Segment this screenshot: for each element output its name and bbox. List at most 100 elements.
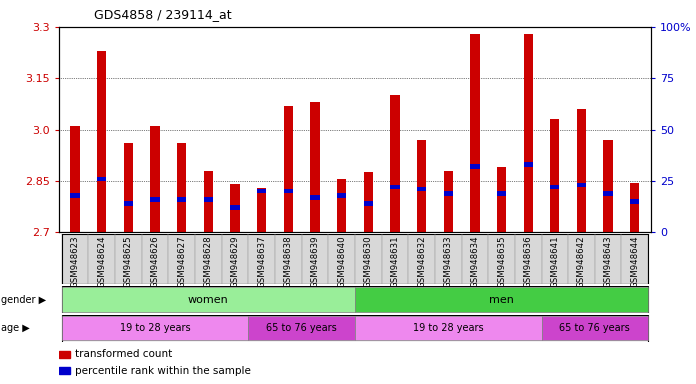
Bar: [142, 234, 168, 284]
Text: GSM948637: GSM948637: [258, 236, 266, 288]
Bar: [443, 191, 453, 195]
Bar: [310, 195, 319, 200]
Bar: [443, 171, 453, 232]
Bar: [177, 143, 187, 232]
Bar: [603, 140, 612, 232]
Bar: [497, 167, 506, 232]
Bar: [257, 188, 267, 232]
Text: GSM948623: GSM948623: [71, 236, 79, 288]
Bar: [284, 189, 293, 194]
Bar: [577, 109, 586, 232]
Bar: [390, 95, 400, 232]
Text: GSM948643: GSM948643: [603, 236, 612, 288]
Bar: [257, 189, 267, 194]
Text: GSM948631: GSM948631: [390, 236, 400, 288]
Bar: [603, 191, 612, 195]
Bar: [622, 234, 648, 284]
Text: GSM948644: GSM948644: [631, 236, 639, 288]
Text: transformed count: transformed count: [74, 349, 172, 359]
Bar: [284, 106, 293, 232]
Text: GSM948633: GSM948633: [444, 236, 452, 288]
Text: gender ▶: gender ▶: [1, 295, 47, 305]
Text: 19 to 28 years: 19 to 28 years: [413, 323, 484, 333]
Bar: [115, 234, 142, 284]
Text: GSM948642: GSM948642: [577, 236, 586, 288]
Bar: [124, 143, 133, 232]
Bar: [62, 234, 88, 284]
Bar: [204, 171, 213, 232]
Bar: [355, 316, 541, 341]
Bar: [70, 193, 80, 198]
Bar: [337, 179, 347, 232]
Bar: [550, 119, 560, 232]
Bar: [124, 201, 133, 206]
Text: GSM948639: GSM948639: [310, 236, 319, 288]
Bar: [417, 187, 426, 192]
Bar: [222, 234, 248, 284]
Text: men: men: [489, 295, 514, 305]
Bar: [630, 183, 640, 232]
Bar: [470, 34, 480, 232]
Text: GSM948627: GSM948627: [177, 236, 187, 288]
Text: GSM948638: GSM948638: [284, 236, 293, 288]
Bar: [248, 234, 275, 284]
Bar: [150, 126, 160, 232]
Bar: [568, 234, 595, 284]
Bar: [363, 172, 373, 232]
Bar: [515, 234, 541, 284]
Bar: [470, 164, 480, 169]
Bar: [355, 234, 381, 284]
Bar: [523, 162, 533, 167]
Bar: [381, 234, 409, 284]
Text: GSM948629: GSM948629: [230, 236, 239, 288]
Text: GSM948635: GSM948635: [497, 236, 506, 288]
Bar: [461, 234, 488, 284]
Bar: [88, 234, 115, 284]
Bar: [523, 34, 533, 232]
Bar: [301, 234, 329, 284]
Bar: [497, 191, 506, 195]
Bar: [577, 183, 586, 187]
Bar: [150, 197, 160, 202]
Bar: [390, 185, 400, 189]
Text: women: women: [188, 295, 229, 305]
Bar: [355, 287, 648, 312]
Text: GSM948641: GSM948641: [551, 236, 560, 288]
Bar: [409, 234, 435, 284]
Bar: [177, 197, 187, 202]
Bar: [337, 193, 347, 198]
Bar: [630, 199, 640, 204]
Bar: [550, 185, 560, 189]
Bar: [488, 234, 515, 284]
Text: GSM948624: GSM948624: [97, 236, 106, 288]
Text: 19 to 28 years: 19 to 28 years: [120, 323, 191, 333]
Text: GSM948640: GSM948640: [337, 236, 346, 288]
Text: 65 to 76 years: 65 to 76 years: [560, 323, 630, 333]
Text: 65 to 76 years: 65 to 76 years: [267, 323, 337, 333]
Bar: [541, 234, 568, 284]
Text: GSM948626: GSM948626: [150, 236, 159, 288]
Bar: [62, 287, 355, 312]
Bar: [363, 201, 373, 206]
Bar: [168, 234, 195, 284]
Bar: [97, 51, 106, 232]
Bar: [310, 102, 319, 232]
Bar: [417, 140, 426, 232]
Bar: [59, 351, 70, 358]
Bar: [97, 177, 106, 181]
Bar: [204, 197, 213, 202]
Text: GSM948625: GSM948625: [124, 236, 133, 288]
Bar: [435, 234, 461, 284]
Text: GSM948628: GSM948628: [204, 236, 213, 288]
Text: GSM948636: GSM948636: [523, 236, 532, 288]
Bar: [195, 234, 222, 284]
Bar: [59, 367, 70, 374]
Text: GSM948634: GSM948634: [470, 236, 480, 288]
Bar: [230, 205, 239, 210]
Text: GDS4858 / 239114_at: GDS4858 / 239114_at: [94, 8, 232, 21]
Text: GSM948632: GSM948632: [417, 236, 426, 288]
Bar: [230, 184, 239, 232]
Bar: [248, 316, 355, 341]
Bar: [275, 234, 301, 284]
Text: GSM948630: GSM948630: [364, 236, 373, 288]
